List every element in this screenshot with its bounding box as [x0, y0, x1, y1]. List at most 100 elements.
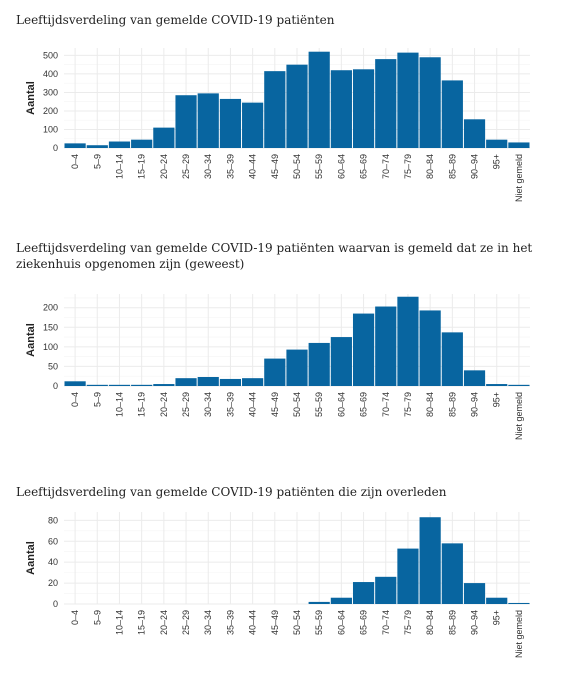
y-axis-label: Aantal — [25, 541, 37, 575]
x-tick-label: 50–54 — [292, 154, 302, 179]
bar-30-34 — [197, 93, 219, 148]
bar-40-44 — [242, 102, 264, 148]
bar-25-29 — [175, 378, 197, 386]
bar-20-24 — [153, 384, 175, 386]
bar-niet-gemeld — [508, 142, 530, 148]
bar-40-44 — [242, 378, 264, 386]
bar-30-34 — [197, 376, 219, 386]
x-tick-label: 95+ — [492, 392, 502, 407]
x-tick-label: 35–39 — [225, 392, 235, 417]
x-tick-label: 40–44 — [248, 392, 258, 417]
bar-10-14 — [108, 384, 131, 386]
bar-60-64 — [330, 70, 352, 148]
x-tick-label: 50–54 — [292, 610, 302, 635]
x-tick-label: 95+ — [492, 610, 502, 625]
bar-10-14 — [108, 141, 131, 148]
bar-5-9 — [86, 145, 108, 148]
y-tick-label: 0 — [53, 381, 58, 391]
bars — [64, 296, 530, 386]
x-tick-label: Niet gemeld — [514, 154, 524, 202]
x-tick-label: 40–44 — [248, 610, 258, 635]
x-tick-label: Niet gemeld — [514, 392, 524, 440]
bar-90-94 — [463, 583, 486, 604]
x-tick-label: 85–89 — [447, 610, 457, 635]
y-tick-label: 40 — [48, 557, 58, 567]
y-axis-label: Aantal — [25, 81, 37, 115]
y-tick-label: 500 — [43, 50, 58, 60]
x-tick-label: 20–24 — [159, 610, 169, 635]
y-gridlines — [64, 294, 530, 387]
x-tick-label: 70–74 — [381, 610, 391, 635]
x-tick-label: 75–79 — [403, 610, 413, 635]
bar-60-64 — [330, 337, 352, 386]
bars — [308, 517, 530, 604]
x-tick-label: 0–4 — [70, 392, 80, 407]
bar-35-39 — [219, 98, 242, 148]
bar-80-84 — [419, 57, 441, 148]
x-tick-label: 90–94 — [470, 610, 480, 635]
bar-70-74 — [375, 306, 397, 386]
x-tick-label: 65–69 — [359, 154, 369, 179]
x-tick-label: 10–14 — [114, 154, 124, 179]
x-tick-label: 5–9 — [92, 610, 102, 625]
bar-0-4 — [64, 381, 86, 386]
bar-95- — [486, 384, 508, 386]
x-tick-label: 25–29 — [181, 154, 191, 179]
x-tick-label: 30–34 — [203, 154, 213, 179]
x-tick-label: 20–24 — [159, 392, 169, 417]
bar-85-89 — [441, 543, 463, 604]
bar-65-69 — [352, 582, 375, 604]
bar-90-94 — [463, 370, 486, 386]
x-tick-label: 95+ — [492, 154, 502, 169]
x-tick-label: 80–84 — [425, 610, 435, 635]
x-tick-label: 80–84 — [425, 154, 435, 179]
y-tick-label: 60 — [48, 536, 58, 546]
bar-80-84 — [419, 517, 441, 604]
chart-hospital: 0 50 100 150 200 0–4 5–9 10–14 15–19 20–24 25–29 30… — [25, 294, 530, 440]
y-tick-label: 200 — [43, 106, 58, 116]
bar-75-79 — [397, 52, 419, 148]
x-tick-label: 30–34 — [203, 392, 213, 417]
x-tick-label: 90–94 — [470, 392, 480, 417]
x-tick-label: 75–79 — [403, 154, 413, 179]
y-axis-label: Aantal — [25, 323, 37, 357]
x-tick-label: 25–29 — [181, 392, 191, 417]
bar-20-24 — [153, 127, 175, 148]
bar-75-79 — [397, 548, 419, 604]
x-tick-label: 65–69 — [359, 392, 369, 417]
bar-50-54 — [286, 349, 308, 386]
bar-0-4 — [64, 143, 86, 148]
y-tick-label: 0 — [53, 143, 58, 153]
x-tick-label: 5–9 — [92, 154, 102, 169]
x-tick-label: 0–4 — [70, 610, 80, 625]
x-tick-label: 55–59 — [314, 610, 324, 635]
y-tick-label: 300 — [43, 87, 58, 97]
bar-55-59 — [308, 51, 330, 148]
x-tick-label: 25–29 — [181, 610, 191, 635]
x-tick-label: 30–34 — [203, 610, 213, 635]
bar-45-49 — [264, 71, 286, 148]
x-tick-label: 70–74 — [381, 154, 391, 179]
chart-deaths: 0 20 40 60 80 0–4 5–9 10–14 15–19 20–24 25–29 30–34… — [25, 512, 530, 658]
bar-85-89 — [441, 80, 463, 148]
x-tick-label: 0–4 — [70, 154, 80, 169]
x-tick-label: 35–39 — [225, 610, 235, 635]
x-tick-label: 15–19 — [137, 610, 147, 635]
y-tick-label: 150 — [43, 322, 58, 332]
chart-title-hospital: Leeftijdsverdeling van gemelde COVID-19 … — [16, 241, 533, 271]
x-tick-label: 90–94 — [470, 154, 480, 179]
bar-15-19 — [131, 384, 153, 386]
x-tick-label: 35–39 — [225, 154, 235, 179]
bar-95- — [486, 597, 508, 604]
x-tick-label: 60–64 — [336, 154, 346, 179]
bar-95- — [486, 139, 508, 148]
x-tick-label: 5–9 — [92, 392, 102, 407]
y-tick-label: 50 — [48, 361, 58, 371]
x-tick-label: 75–79 — [403, 392, 413, 417]
x-tick-label: 80–84 — [425, 392, 435, 417]
bar-50-54 — [286, 64, 308, 148]
chart-title-deaths: Leeftijdsverdeling van gemelde COVID-19 … — [16, 485, 447, 499]
x-tick-label: 15–19 — [137, 154, 147, 179]
bar-45-49 — [264, 358, 286, 386]
x-tick-label: 45–49 — [270, 610, 280, 635]
